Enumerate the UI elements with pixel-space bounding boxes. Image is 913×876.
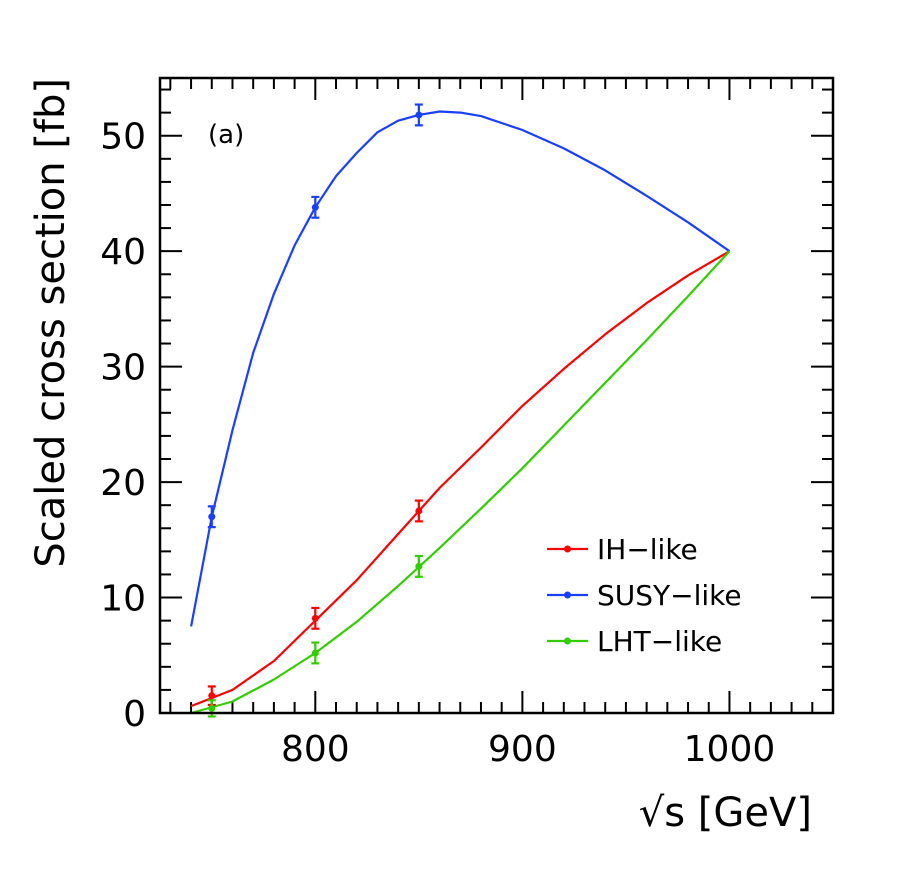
panel-label: (a) [208,120,244,150]
legend-label: LHT−like [597,625,722,658]
legend-marker [564,637,571,645]
x-axis-title: √s [GeV] [639,790,812,836]
series-points [207,103,423,718]
y-tick-label: 50 [100,117,146,158]
y-tick-label: 40 [100,232,146,273]
data-point [311,203,319,211]
legend-label: SUSY−like [597,579,742,612]
data-point [208,692,216,700]
data-point [208,513,216,521]
y-axis-title: Scaled cross section [fb] [28,78,74,568]
x-tick-label: 1000 [684,729,776,770]
axis-ticks [160,78,834,714]
y-tick-label: 0 [123,694,146,735]
y-tick-label: 30 [100,348,146,389]
y-tick-label: 20 [100,463,146,504]
tick-labels: 800 900 1000 0 10 20 30 40 50 [100,117,775,770]
data-point [415,507,423,515]
series-curves [190,110,731,715]
series-line [190,110,731,627]
data-point [415,562,423,570]
data-point [311,614,319,622]
legend-label: IH−like [597,533,698,566]
data-point [415,111,423,119]
y-tick-label: 10 [100,579,146,620]
series-line [190,250,731,715]
x-tick-label: 800 [281,729,350,770]
legend-marker [564,591,571,599]
legend: IH−like SUSY−like LHT−like [547,533,742,658]
data-point [208,704,216,712]
series-line [190,250,731,708]
plot-frame [158,76,835,715]
legend-marker [564,545,571,553]
data-point [311,649,319,657]
x-tick-label: 900 [488,729,557,770]
